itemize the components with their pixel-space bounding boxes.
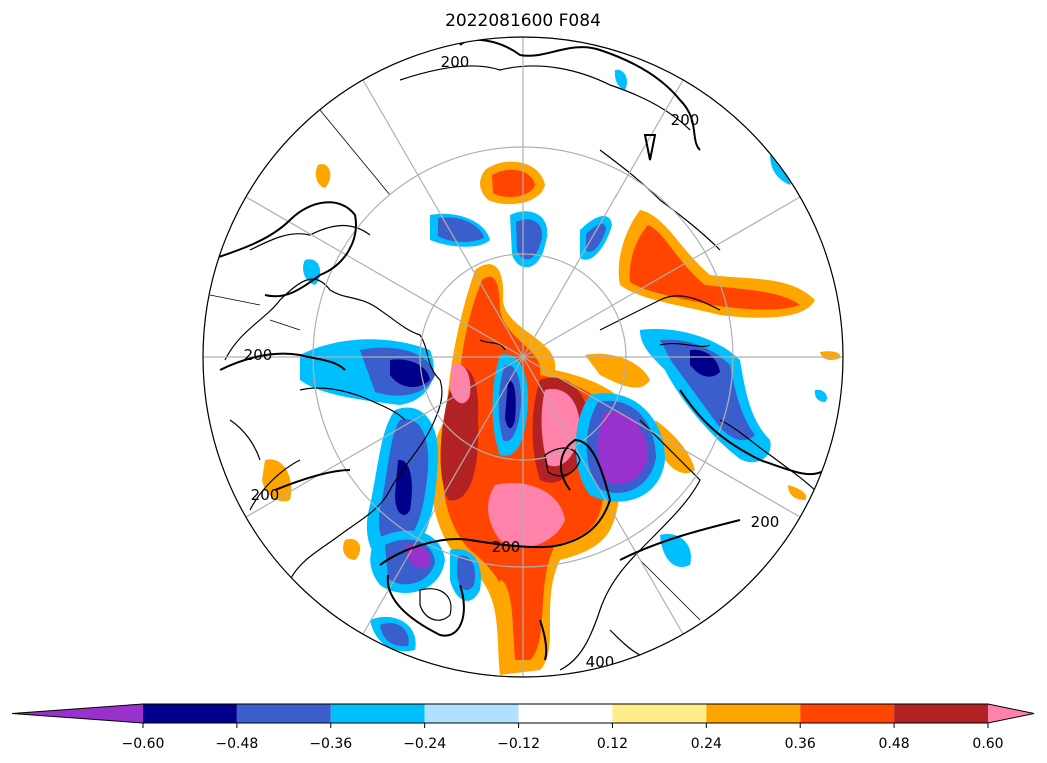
polar-map: 200 200 200 200 200 400 200 [202, 36, 844, 678]
colorbar-swatch [236, 704, 331, 723]
negative-anomaly-area [770, 155, 792, 185]
contour-label: 200 [244, 346, 273, 364]
colorbar-tick-label: 0.36 [785, 736, 816, 752]
positive-anomaly-area [315, 164, 331, 188]
colorbar: −0.60 −0.48 −0.36 −0.24 −0.12 0.12 0.24 0.36 0.4… [11, 703, 1035, 752]
negative-anomaly-core [457, 555, 476, 591]
contour-label: 200 [492, 538, 521, 556]
colorbar-tick-label: 0.60 [972, 736, 1003, 752]
colorbar-extend-min [12, 704, 143, 723]
contour-label: 200 [671, 111, 700, 129]
colorbar-swatch [800, 704, 895, 723]
positive-anomaly-core [629, 225, 800, 310]
height-contours [209, 38, 826, 661]
positive-anomaly-peak [541, 389, 580, 467]
colorbar-tick-label: 0.24 [691, 736, 722, 752]
colorbar-swatch [143, 704, 237, 723]
colorbar-swatch [424, 704, 519, 723]
figure-title: 2022081600 F084 [445, 11, 601, 31]
positive-anomaly-peak [450, 364, 471, 404]
colorbar-swatch [612, 704, 707, 723]
coastlines [224, 65, 821, 671]
colorbar-extend-max [988, 704, 1034, 723]
colorbar-tick-label: 0.48 [879, 736, 910, 752]
positive-anomaly-area [788, 485, 807, 500]
negative-anomaly-core [438, 217, 484, 242]
colorbar-tick-label: −0.12 [497, 736, 540, 752]
negative-anomaly-area [660, 534, 691, 567]
graticule [203, 37, 843, 677]
positive-anomaly-core [492, 169, 535, 197]
colorbar-swatch [706, 704, 801, 723]
map-boundary [202, 36, 844, 678]
positive-anomaly-peak [488, 483, 565, 548]
positive-anomaly-area [585, 353, 650, 388]
negative-anomaly-area [614, 69, 627, 90]
colorbar-swatch [518, 704, 613, 723]
colorbar-tick-label: −0.60 [122, 736, 165, 752]
negative-anomaly-core [586, 223, 606, 252]
colorbar-tick-label: −0.36 [309, 736, 352, 752]
colorbar-swatch [330, 704, 425, 723]
negative-anomaly-max [395, 459, 412, 515]
positive-anomaly-area [343, 539, 361, 560]
negative-anomaly-core [660, 339, 755, 441]
positive-anomaly-area [499, 580, 513, 651]
negative-anomaly-peak [597, 411, 648, 485]
negative-anomaly-core [380, 622, 409, 647]
negative-anomaly-area [814, 389, 827, 402]
contour-labels: 200 200 200 200 200 400 200 [244, 53, 780, 671]
positive-anomaly-area [820, 351, 841, 360]
contour-label: 200 [751, 513, 780, 531]
contour-label: 200 [251, 486, 280, 504]
contour-label: 200 [441, 53, 470, 71]
positive-anomaly-max [440, 367, 479, 501]
contour-label: 400 [586, 653, 615, 671]
positive-anomaly-area [655, 420, 695, 474]
borders [209, 109, 701, 621]
colorbar-tick-label: −0.48 [215, 736, 258, 752]
colorbar-swatch [894, 704, 988, 723]
negative-anomaly-max [505, 380, 516, 429]
anomaly-shading [262, 69, 841, 675]
colorbar-tick-label: 0.12 [597, 736, 628, 752]
colorbar-tick-label: −0.24 [403, 736, 446, 752]
